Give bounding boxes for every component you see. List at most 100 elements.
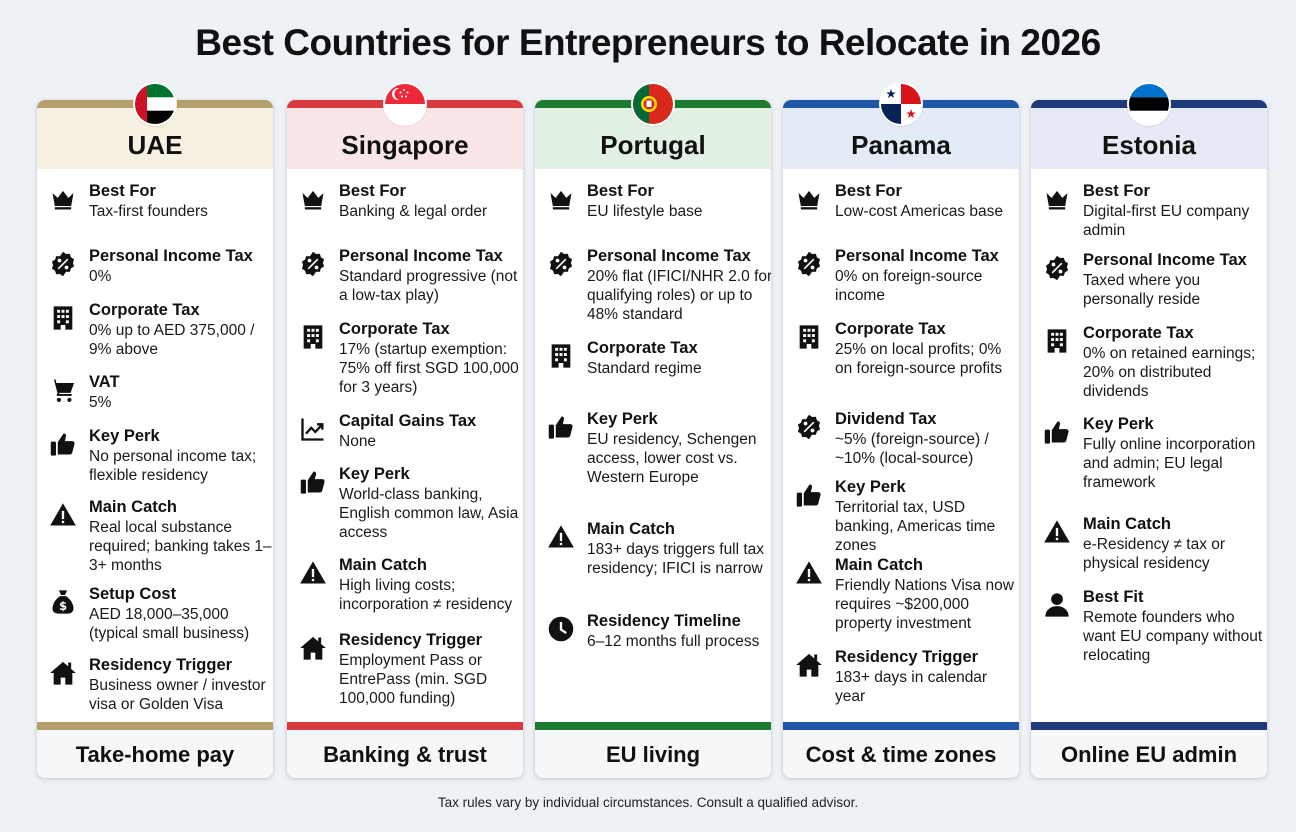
info-value: 25% on local profits; 0% on foreign-sour… — [835, 341, 1003, 377]
thumbs-up-icon — [1043, 418, 1071, 446]
info-text: Key Perk No personal income tax; flexible… — [89, 426, 273, 485]
info-text: Capital Gains Tax None — [339, 411, 523, 451]
card-footer-bar — [1031, 722, 1267, 730]
card-footer-summary: Online EU admin — [1031, 730, 1267, 778]
info-value: Business owner / investor visa or Golden… — [89, 677, 266, 713]
info-label: Dividend Tax — [835, 410, 937, 428]
info-text: Main Catch e-Residency ≠ tax or physical … — [1083, 514, 1267, 573]
country-card: Estonia Best For Digital-first EU company … — [1031, 100, 1267, 778]
info-text: Personal Income Tax 20% flat (IFICI/NHR 2… — [587, 246, 771, 324]
country-name: Singapore — [341, 130, 469, 161]
info-text: Best Fit Remote founders who want EU comp… — [1083, 587, 1267, 665]
info-label: Personal Income Tax — [89, 247, 253, 265]
info-text: Corporate Tax 0% up to AED 375,000 / 9% a… — [89, 300, 273, 359]
info-label: Main Catch — [1083, 515, 1172, 533]
info-value: AED 18,000–35,000 (typical small busines… — [89, 606, 250, 642]
info-label: Personal Income Tax — [1083, 251, 1247, 269]
info-text: Residency Timeline 6–12 months full proce… — [587, 611, 771, 651]
info-value: Tax-first founders — [89, 203, 208, 220]
info-value: ~5% (foreign-source) / ~10% (local-sourc… — [835, 431, 989, 467]
country-name: Estonia — [1102, 130, 1196, 161]
info-text: Personal Income Tax Taxed where you perso… — [1083, 250, 1267, 309]
money-bag-icon: $ — [49, 588, 77, 616]
footnote: Tax rules vary by individual circumstanc… — [437, 795, 859, 810]
percent-badge-icon — [795, 250, 823, 278]
panama-flag — [881, 84, 921, 124]
home-icon — [49, 659, 77, 687]
info-label: Corporate Tax — [587, 339, 698, 357]
info-text: Main Catch Friendly Nations Visa now requ… — [835, 555, 1019, 633]
info-label: Best For — [835, 182, 902, 200]
info-text: Key Perk Territorial tax, USD banking, Am… — [835, 477, 1019, 555]
info-value: Employment Pass or EntrePass (min. SGD 1… — [339, 652, 488, 707]
crown-icon — [1043, 185, 1071, 213]
info-label: Main Catch — [835, 556, 924, 574]
country-card: Singapore Best For Banking & legal order Pe… — [287, 100, 523, 778]
building-icon — [1043, 327, 1071, 355]
percent-badge-icon — [547, 250, 575, 278]
home-icon — [795, 651, 823, 679]
info-label: Corporate Tax — [1083, 324, 1194, 342]
info-label: Key Perk — [1083, 415, 1154, 433]
cart-icon — [49, 376, 77, 404]
info-label: Residency Trigger — [89, 656, 233, 674]
info-value: Remote founders who want EU company with… — [1083, 609, 1263, 664]
info-text: Main Catch Real local substance required;… — [89, 497, 273, 575]
card-header: UAE — [37, 108, 273, 169]
info-value: EU residency, Schengen access, lower cos… — [587, 431, 757, 486]
info-value: Fully online incorporation and admin; EU… — [1083, 436, 1256, 491]
card-body: Best For Low-cost Americas base Personal I… — [783, 169, 1019, 720]
trend-chart-icon — [299, 415, 327, 443]
info-label: Residency Trigger — [835, 648, 979, 666]
info-value: 0% — [89, 268, 112, 285]
info-label: Corporate Tax — [89, 301, 200, 319]
info-text: Best For Low-cost Americas base — [835, 181, 1019, 221]
info-text: Best For Banking & legal order — [339, 181, 523, 221]
card-footer-summary: Cost & time zones — [783, 730, 1019, 778]
info-value: 17% (startup exemption: 75% off first SG… — [339, 341, 519, 396]
card-footer-summary: Take-home pay — [37, 730, 273, 778]
info-label: Best For — [1083, 182, 1150, 200]
crown-icon — [795, 185, 823, 213]
info-text: Best For EU lifestyle base — [587, 181, 771, 221]
building-icon — [299, 323, 327, 351]
info-label: Personal Income Tax — [339, 247, 503, 265]
info-text: Key Perk EU residency, Schengen access, l… — [587, 409, 771, 487]
info-value: Real local substance required; banking t… — [89, 519, 272, 574]
page-title: Best Countries for Entrepreneurs to Relo… — [195, 22, 1101, 63]
info-value: None — [339, 433, 377, 450]
crown-icon — [299, 185, 327, 213]
info-text: Personal Income Tax 0% — [89, 246, 273, 286]
clock-icon — [547, 615, 575, 643]
warning-icon — [1043, 518, 1071, 546]
info-value: High living costs; incorporation ≠ resid… — [339, 577, 513, 613]
warning-icon — [299, 559, 327, 587]
warning-icon — [795, 559, 823, 587]
info-value: 183+ days in calendar year — [835, 669, 988, 705]
info-value: 0% on foreign-source income — [835, 268, 983, 304]
info-text: Corporate Tax 17% (startup exemption: 75%… — [339, 319, 523, 397]
person-icon — [1043, 591, 1071, 619]
info-label: Key Perk — [587, 410, 658, 428]
info-value: No personal income tax; flexible residen… — [89, 448, 257, 484]
info-value: 20% flat (IFICI/NHR 2.0 for qualifying r… — [587, 268, 771, 323]
info-value: Banking & legal order — [339, 203, 488, 220]
info-text: Main Catch High living costs; incorporati… — [339, 555, 523, 614]
info-value: 183+ days triggers full tax residency; I… — [587, 541, 765, 577]
country-name: UAE — [127, 130, 183, 161]
info-label: Main Catch — [339, 556, 428, 574]
home-icon — [299, 634, 327, 662]
info-text: Corporate Tax 25% on local profits; 0% on… — [835, 319, 1019, 378]
info-value: 5% — [89, 394, 112, 411]
estonia-flag — [1129, 84, 1169, 124]
warning-icon — [547, 523, 575, 551]
info-text: Best For Digital-first EU company admin — [1083, 181, 1267, 240]
info-label: Corporate Tax — [339, 320, 450, 338]
info-value: e-Residency ≠ tax or physical residency — [1083, 536, 1226, 572]
building-icon — [49, 304, 77, 332]
info-text: Key Perk World-class banking, English com… — [339, 464, 523, 542]
info-text: Corporate Tax 0% on retained earnings; 20… — [1083, 323, 1267, 401]
card-footer-bar — [37, 722, 273, 730]
country-card: Portugal Best For EU lifestyle base Persona… — [535, 100, 771, 778]
building-icon — [795, 323, 823, 351]
